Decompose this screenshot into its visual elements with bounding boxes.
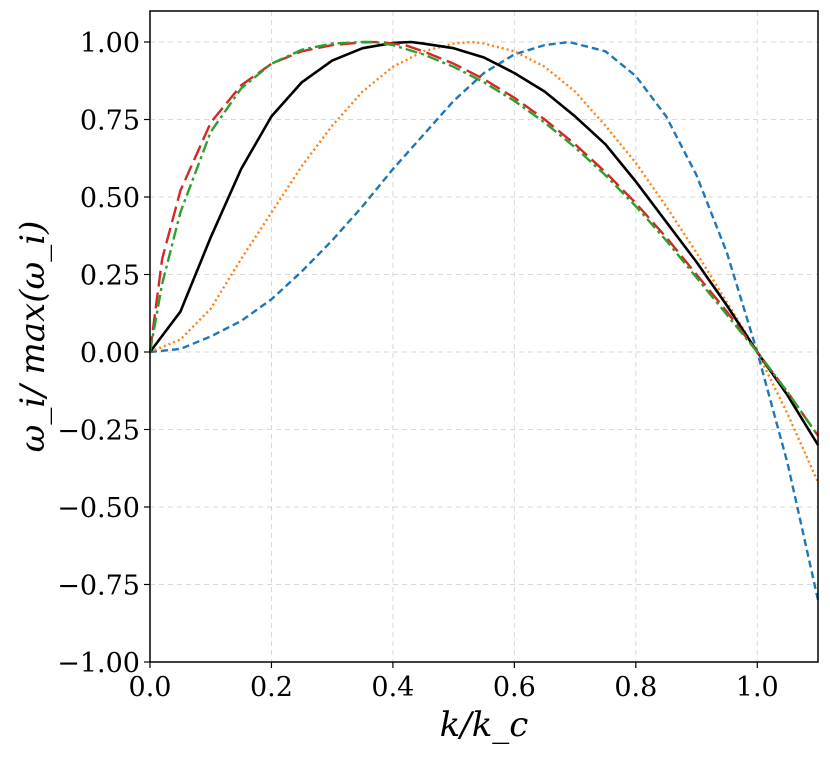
ticks: 0.0 0.2 0.4 0.6 0.8 1.0 −1.00 −0.75 −0.50 −0.25 0.… [57,28,778,703]
grid [149,11,818,663]
x-axis-label: k/k_c [440,705,529,745]
y-tick-label: 0.50 [80,183,140,214]
y-tick-label: 0.25 [80,261,140,292]
y-tick-label: 1.00 [80,28,140,59]
series-line-5 [148,40,819,437]
x-tick-label: 0.0 [129,672,172,703]
x-tick-label: 1.0 [736,672,779,703]
y-axis-label: ω_i/ max(ω_i) [13,221,53,453]
x-tick-label: 0.2 [250,672,293,703]
series-line-4 [148,40,819,437]
y-tick-label: −0.75 [57,571,140,602]
x-tick-label: 0.4 [371,672,414,703]
series-line-2 [149,40,820,483]
y-tick-label: 0.75 [80,106,140,137]
y-tick-label: 0.00 [80,338,140,369]
y-tick-label: −0.25 [57,416,140,447]
series-lines [148,40,820,601]
y-tick-label: −0.50 [57,493,140,524]
plot-frame [149,10,819,663]
series-line-3 [148,40,820,446]
x-tick-label: 0.6 [493,672,536,703]
y-tick-label: −1.00 [57,648,140,679]
series-line-1 [149,40,820,601]
x-tick-label: 0.8 [614,672,657,703]
